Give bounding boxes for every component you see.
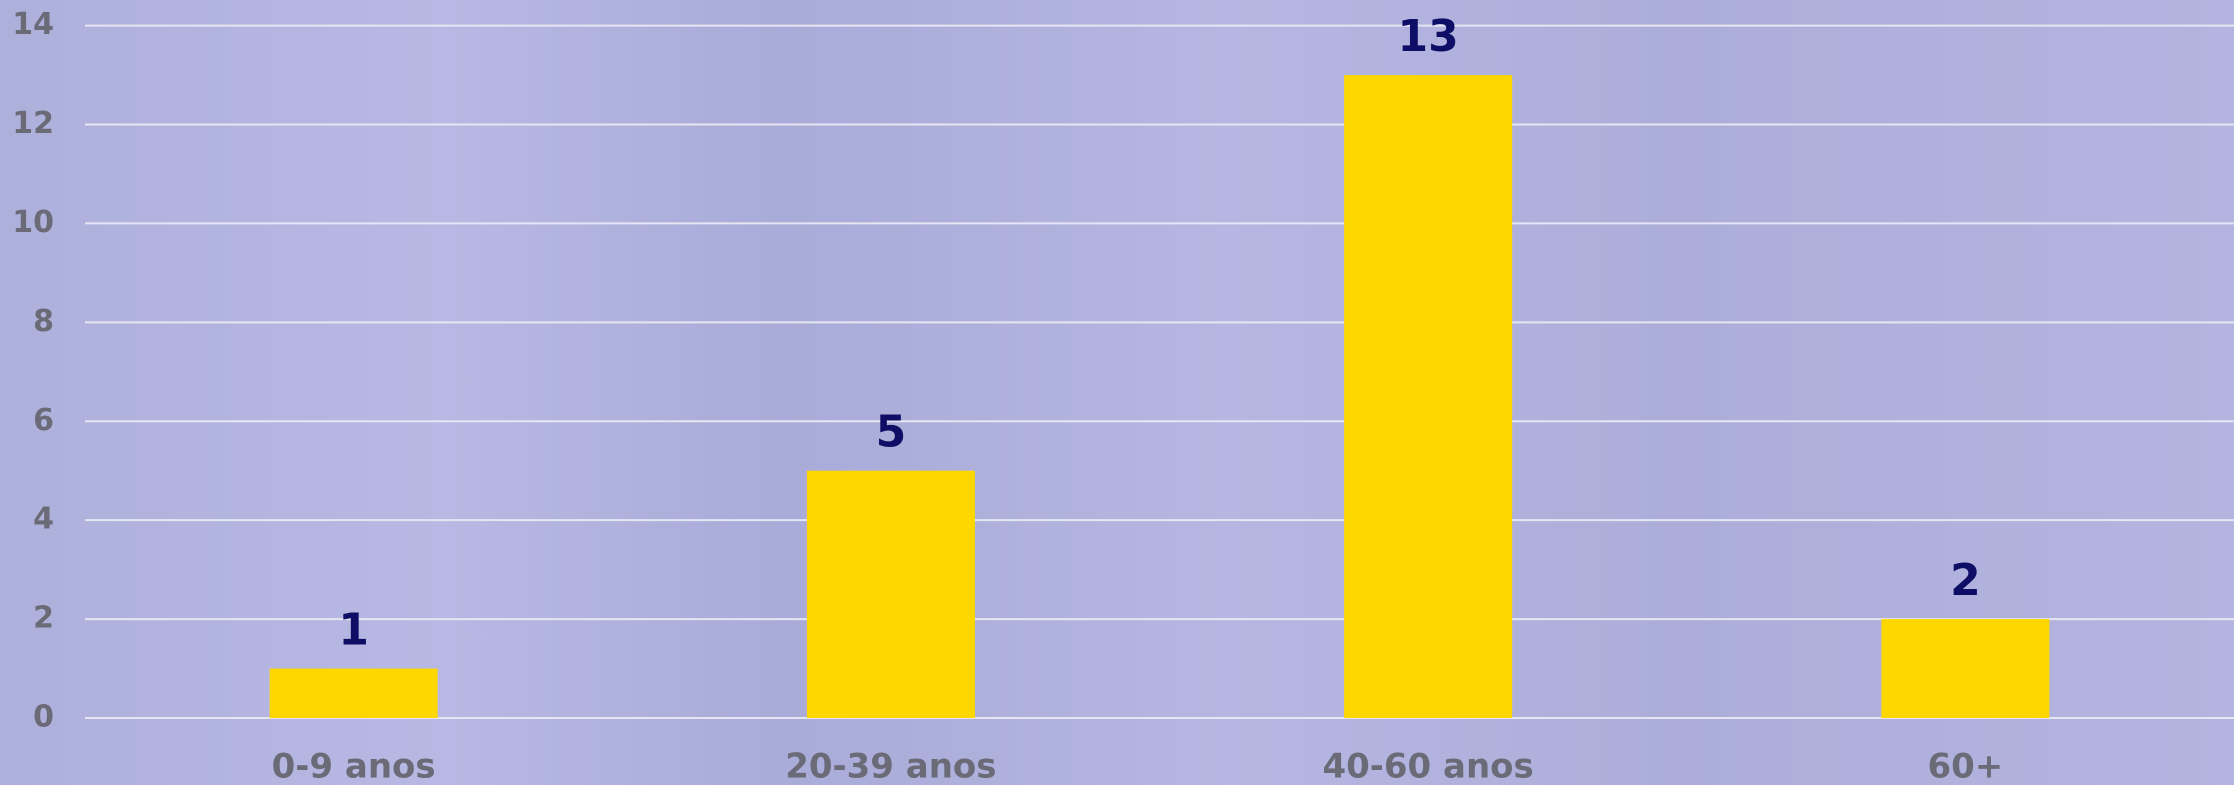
y-tick-label: 4 [33,502,54,537]
x-tick-label: 20-39 anos [785,747,996,785]
y-tick-label: 6 [33,403,54,438]
y-tick-label: 0 [33,700,54,735]
y-tick-label: 10 [12,205,54,240]
x-tick-label: 60+ [1927,747,2003,785]
bar [1344,75,1513,719]
x-tick-label: 40-60 anos [1322,747,1533,785]
bar [269,668,438,718]
y-tick-label: 12 [12,106,54,141]
value-label: 2 [1950,555,1981,606]
y-tick-label: 2 [33,601,54,636]
value-label: 13 [1398,11,1459,62]
y-tick-label: 14 [12,7,54,42]
x-tick-label: 0-9 anos [272,747,436,785]
value-label: 1 [338,605,369,656]
value-label: 5 [876,407,907,458]
bar [806,470,975,718]
bar [1881,619,2050,718]
y-tick-label: 8 [33,304,54,339]
